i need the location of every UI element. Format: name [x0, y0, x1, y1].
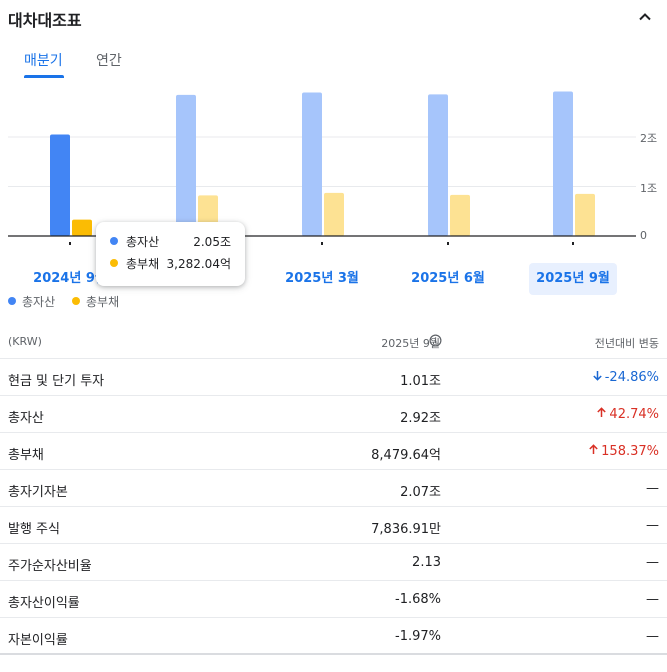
- row-change: —: [646, 592, 659, 607]
- balance-sheet-table: (KRW) 2025년 9월 전년대비 변동 현금 및 단기 투자 1.01조 -2…: [0, 326, 667, 655]
- bar-total-assets: [302, 92, 322, 236]
- balance-sheet-chart: 2조 1조 0 2024년 9월 2025년 3월 2025년 6월 2025년…: [0, 80, 667, 295]
- row-change-value: —: [646, 629, 659, 644]
- table-row: 주가순자산비율 2.13 —: [0, 544, 667, 581]
- table-row: 총자기자본 2.07조 —: [0, 470, 667, 507]
- row-label: 총부채: [8, 448, 44, 463]
- bar-total-assets: [553, 91, 573, 237]
- chart-canvas: [8, 91, 636, 245]
- row-change-value: -24.86%: [604, 370, 659, 385]
- tooltip-series-name: 총자산: [126, 235, 160, 249]
- info-icon[interactable]: [429, 334, 442, 347]
- row-label: 총자산이익률: [8, 596, 80, 611]
- row-value: 2.07조: [400, 485, 441, 500]
- bar-total-liabilities: [450, 194, 470, 236]
- row-label: 주가순자산비율: [8, 559, 92, 574]
- table-row: 발행 주식 7,836.91만 —: [0, 507, 667, 544]
- bar-total-liabilities: [324, 192, 344, 236]
- bar-total-assets: [176, 94, 196, 236]
- tooltip-row: 총자산 2.05조: [110, 231, 231, 253]
- y-tick-label: 1조: [640, 182, 658, 195]
- row-change-value: —: [646, 555, 659, 570]
- row-value: 7,836.91만: [371, 522, 441, 537]
- bar-total-liabilities: [72, 219, 92, 236]
- period-header: 2025년 9월: [381, 337, 440, 350]
- tooltip-row: 총부채 3,282.04억: [110, 253, 231, 275]
- row-change: —: [646, 481, 659, 496]
- row-label: 총자기자본: [8, 485, 68, 500]
- row-change: 42.74%: [596, 407, 659, 422]
- row-change-value: 158.37%: [601, 444, 659, 459]
- section-title: 대차대조표: [8, 11, 82, 30]
- table-row: 현금 및 단기 투자 1.01조 -24.86%: [0, 359, 667, 396]
- tab-quarterly[interactable]: 매분기: [24, 53, 63, 69]
- table-row: 총부채 8,479.64억 158.37%: [0, 433, 667, 470]
- row-value: 1.01조: [400, 374, 441, 389]
- row-change-value: —: [646, 518, 659, 533]
- x-tick-label[interactable]: 2024년 9월: [33, 271, 107, 286]
- y-tick-label: 2조: [640, 132, 658, 145]
- bar-total-liabilities: [575, 193, 595, 236]
- row-value: -1.97%: [395, 629, 441, 644]
- arrow-up-icon: [597, 407, 607, 417]
- tooltip-series-name: 총부채: [126, 257, 160, 271]
- x-tick-label[interactable]: 2025년 6월: [411, 271, 485, 286]
- row-value: 2.13: [412, 555, 441, 570]
- tooltip-series-value: 3,282.04억: [166, 257, 231, 271]
- row-value: -1.68%: [395, 592, 441, 607]
- table-row: 총자산 2.92조 42.74%: [0, 396, 667, 433]
- chart-tooltip: 총자산 2.05조 총부채 3,282.04억: [96, 222, 245, 286]
- row-label: 총자산: [8, 411, 44, 426]
- table-body: 현금 및 단기 투자 1.01조 -24.86% 총자산 2.92조 42.74% 총부채 8…: [0, 359, 667, 655]
- legend-label: 총자산: [22, 295, 56, 309]
- row-label: 자본이익률: [8, 633, 68, 648]
- series-dot-icon: [110, 237, 118, 245]
- row-change: —: [646, 555, 659, 570]
- y-tick-label: 0: [640, 229, 647, 242]
- tooltip-series-value: 2.05조: [193, 235, 231, 249]
- arrow-up-icon: [589, 444, 598, 454]
- legend-dot-icon: [72, 297, 80, 305]
- row-change-value: 42.74%: [609, 407, 659, 422]
- change-header: 전년대비 변동: [594, 337, 659, 350]
- x-tick-label[interactable]: 2025년 3월: [285, 271, 359, 286]
- row-change-value: —: [646, 481, 659, 496]
- bar-total-assets: [50, 134, 70, 236]
- active-tab-indicator: [24, 75, 64, 78]
- table-row: 자본이익률 -1.97% —: [0, 618, 667, 655]
- row-value: 2.92조: [400, 411, 441, 426]
- arrow-down-icon: [593, 371, 602, 381]
- legend-label: 총부채: [86, 295, 120, 309]
- table-header: (KRW) 2025년 9월 전년대비 변동: [0, 326, 667, 359]
- period-tabs: 매분기 연간: [0, 50, 300, 78]
- row-change-value: —: [646, 592, 659, 607]
- x-tick-label-selected[interactable]: 2025년 9월: [529, 263, 617, 295]
- series-dot-icon: [110, 259, 118, 267]
- row-change: -24.86%: [592, 370, 659, 385]
- row-value: 8,479.64억: [371, 448, 441, 463]
- row-change: —: [646, 629, 659, 644]
- bar-total-assets: [428, 94, 448, 237]
- row-label: 현금 및 단기 투자: [8, 374, 105, 389]
- chevron-up-icon[interactable]: [637, 9, 653, 25]
- tab-annual[interactable]: 연간: [96, 53, 122, 69]
- row-change: 158.37%: [588, 444, 659, 459]
- table-row: 총자산이익률 -1.68% —: [0, 581, 667, 618]
- row-change: —: [646, 518, 659, 533]
- currency-label: (KRW): [8, 335, 42, 348]
- row-label: 발행 주식: [8, 522, 60, 537]
- section-header: 대차대조표: [0, 0, 667, 36]
- legend-dot-icon: [8, 297, 16, 305]
